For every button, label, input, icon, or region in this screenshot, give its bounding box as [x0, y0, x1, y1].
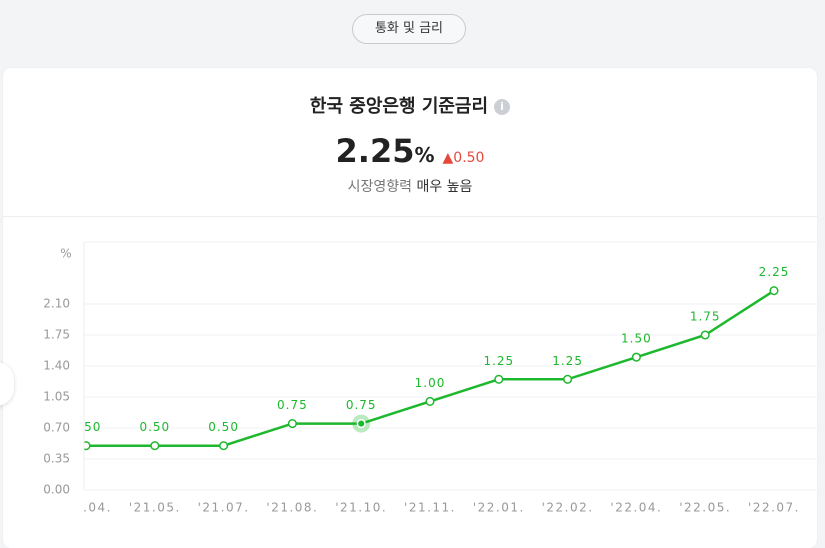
x-tick-label: '22.02.	[542, 501, 594, 515]
y-tick-label: 0.70	[43, 421, 70, 435]
x-tick-label: '21.10.	[335, 501, 387, 515]
point	[219, 441, 229, 451]
y-tick-label: 2.10	[43, 297, 70, 311]
point	[356, 419, 366, 429]
scroll-button[interactable]	[0, 362, 14, 406]
rate-unit: %	[414, 143, 435, 167]
point	[563, 374, 573, 384]
y-tick-label: 1.75	[43, 328, 70, 342]
value-label: 0.50	[208, 420, 239, 434]
x-tick-label: '21.04.	[60, 501, 112, 515]
card: 한국 중앙은행 기준금리 i 2.25% ▲0.50 시장영향력 매우 높음	[3, 68, 817, 548]
info-icon[interactable]: i	[494, 99, 511, 115]
point	[631, 352, 641, 362]
value-label: 0.75	[346, 398, 377, 412]
impact-label: 시장영향력	[347, 179, 412, 195]
rate: 2.25% ▲0.50	[3, 132, 817, 170]
value-label: 1.00	[415, 376, 446, 390]
x-tick-label: '22.05.	[679, 501, 731, 515]
title-text: 한국 중앙은행 기준금리	[309, 96, 489, 117]
point	[494, 374, 504, 384]
y-axis-label: %	[60, 247, 71, 261]
separator	[3, 216, 817, 217]
value-label: 1.75	[690, 310, 721, 324]
x-tick-label: '22.07.	[748, 501, 800, 515]
x-tick-label: '21.07.	[198, 501, 250, 515]
point	[287, 419, 297, 429]
x-tick-label: '21.11.	[404, 501, 456, 515]
plot: 0.50 '21.04. 0.50 '21.05. 0.50 '21.07. 0.75 '21…	[60, 241, 818, 515]
x-tick-label: '21.05.	[129, 501, 181, 515]
x-tick-label: '22.01.	[473, 501, 525, 515]
y-tick-label: 0.35	[43, 452, 70, 466]
y-tick-label: 1.05	[43, 390, 70, 404]
rate-change: ▲0.50	[442, 150, 485, 166]
value-label: 0.50	[71, 420, 102, 434]
point	[425, 396, 435, 406]
line	[86, 289, 775, 447]
change-value: 0.50	[453, 150, 485, 166]
point	[700, 330, 710, 340]
value-label: 2.25	[759, 265, 790, 279]
y-tick-label: 0.00	[43, 483, 70, 497]
value-label: 1.25	[483, 354, 514, 368]
point	[150, 441, 160, 451]
value-label: 1.25	[552, 354, 583, 368]
card-title: 한국 중앙은행 기준금리 i	[3, 92, 817, 118]
value-label: 0.75	[277, 398, 308, 412]
x-tick-label: '22.04.	[610, 501, 662, 515]
x-tick-label: '21.08.	[266, 501, 318, 515]
point	[84, 441, 91, 451]
category-pill[interactable]: 통화 및 금리	[352, 14, 466, 44]
value-label: 0.50	[139, 420, 170, 434]
point	[769, 286, 779, 296]
rate-value: 2.25	[335, 132, 415, 170]
impact: 시장영향력 매우 높음	[3, 176, 817, 196]
value-label: 1.50	[621, 332, 652, 346]
y-tick-label: 1.40	[43, 359, 70, 373]
impact-level: 매우 높음	[416, 179, 473, 195]
